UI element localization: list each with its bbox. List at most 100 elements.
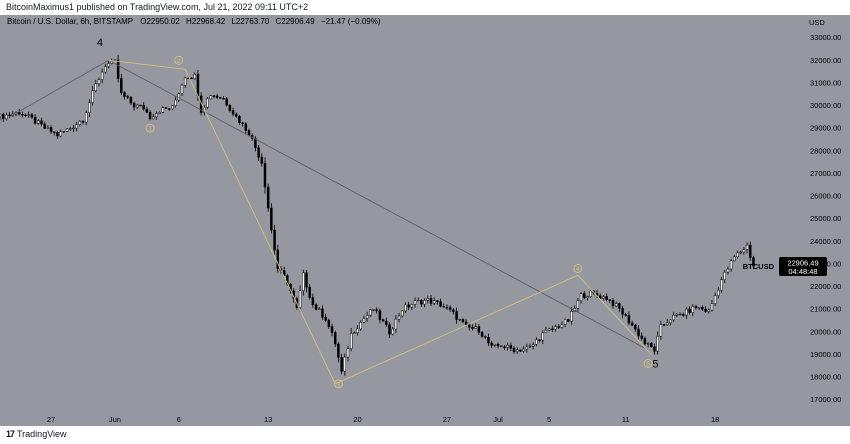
candle-body xyxy=(678,313,682,316)
candle-body xyxy=(464,321,468,325)
candle-body xyxy=(423,300,426,305)
candle-body xyxy=(183,77,187,86)
candle-body xyxy=(327,319,331,327)
candle-body xyxy=(720,279,723,291)
candle-body xyxy=(120,78,123,93)
candle-body xyxy=(535,339,538,345)
candle-body xyxy=(107,63,110,67)
y-tick-label: 25000.00 xyxy=(810,214,841,223)
candle-body xyxy=(500,345,503,348)
price-tag-value: 22906.49 xyxy=(787,259,818,268)
wave-label-circle xyxy=(174,55,184,65)
candle-body xyxy=(637,328,640,337)
candle-body xyxy=(598,295,602,299)
candle-body xyxy=(713,295,717,304)
candle-body xyxy=(563,319,567,325)
footer-bar: 17 TradingView xyxy=(0,426,850,444)
candle-body xyxy=(656,336,659,352)
price-axis-area[interactable] xyxy=(779,15,850,411)
x-tick-label: 27 xyxy=(443,415,451,424)
candle-body xyxy=(611,300,615,307)
candle-body xyxy=(27,114,30,116)
candle-body xyxy=(672,314,675,321)
y-tick-label: 17000.00 xyxy=(810,395,841,404)
tradingview-logo[interactable]: 17 TradingView xyxy=(6,429,67,439)
candle-body xyxy=(381,319,385,322)
candle-body xyxy=(123,92,126,97)
time-axis-area[interactable] xyxy=(0,411,850,426)
candle-body xyxy=(691,306,695,313)
candle-body xyxy=(452,309,455,312)
published-by-text: BitcoinMaximus1 published on TradingView… xyxy=(6,2,309,12)
candle-body xyxy=(21,114,24,116)
candle-body xyxy=(413,300,417,305)
candle-body xyxy=(314,304,318,310)
candle-body xyxy=(442,306,446,308)
candle-body xyxy=(139,104,142,107)
candle-body xyxy=(420,299,423,305)
candle-body xyxy=(116,59,120,79)
candle-body xyxy=(231,110,235,115)
price-chart[interactable]: 17000.00 18000.00 19000.00 20000.00 21000.00… xyxy=(0,15,850,426)
candle-body xyxy=(72,127,75,130)
candle-body xyxy=(522,348,525,352)
y-tick-label: 26000.00 xyxy=(810,192,841,201)
candle-body xyxy=(359,321,363,330)
ohlc-close-label: C xyxy=(276,17,282,26)
candle-body xyxy=(618,303,621,309)
candle-body xyxy=(241,122,244,124)
candle-body xyxy=(43,123,46,129)
candle-body xyxy=(745,244,749,250)
candle-body xyxy=(551,328,554,330)
candle-body xyxy=(445,307,449,309)
x-tick-label: Jul xyxy=(493,415,503,424)
candle-body xyxy=(429,298,433,304)
currency-unit: USD xyxy=(809,18,825,27)
x-tick-label: 13 xyxy=(264,415,272,424)
candle-body xyxy=(685,308,688,316)
candle-body xyxy=(311,297,315,305)
candle-body xyxy=(697,307,701,309)
candle-body xyxy=(174,99,177,106)
candle-body xyxy=(634,324,637,330)
wave-lines xyxy=(9,59,652,385)
candle-body xyxy=(167,108,171,110)
candle-body xyxy=(455,311,458,320)
candle-body xyxy=(410,304,414,308)
ohlc-low-label: L xyxy=(231,17,236,26)
candle-body xyxy=(247,130,251,136)
candle-body xyxy=(576,300,580,309)
candle-body xyxy=(621,308,624,315)
candle-body xyxy=(471,326,474,329)
candle-body xyxy=(397,315,401,320)
candle-body xyxy=(653,346,656,352)
candle-body xyxy=(752,257,755,267)
candle-body xyxy=(333,332,337,345)
candle-body xyxy=(318,308,321,310)
price-tag-symbol: BTCUSD xyxy=(743,262,775,271)
candle-body xyxy=(104,66,107,73)
candle-body xyxy=(129,97,133,104)
candle-body xyxy=(362,318,366,323)
candle-body xyxy=(340,357,343,372)
y-tick-label: 27000.00 xyxy=(810,169,841,178)
candle-body xyxy=(512,347,516,352)
candle-body xyxy=(0,114,2,118)
candle-body xyxy=(736,252,739,258)
candle-body xyxy=(308,286,311,298)
y-tick-label: 33000.00 xyxy=(810,33,841,42)
candle-body xyxy=(538,339,541,341)
candle-body xyxy=(266,186,270,209)
ohlc-close-value: 22906.49 xyxy=(281,17,315,26)
candle-body xyxy=(624,314,627,316)
candle-body xyxy=(337,343,340,358)
plot-area[interactable] xyxy=(0,15,779,411)
candle-body xyxy=(627,315,631,324)
candle-body xyxy=(30,114,34,118)
wave-label-text: 5 xyxy=(646,361,650,368)
candle-body xyxy=(385,320,388,325)
wave-labels: 4 1 2 3 4 5 5 xyxy=(97,37,659,388)
wave-label-text: 2 xyxy=(177,58,181,65)
wave-label-text: 3 xyxy=(337,381,341,388)
candle-body xyxy=(560,324,564,328)
